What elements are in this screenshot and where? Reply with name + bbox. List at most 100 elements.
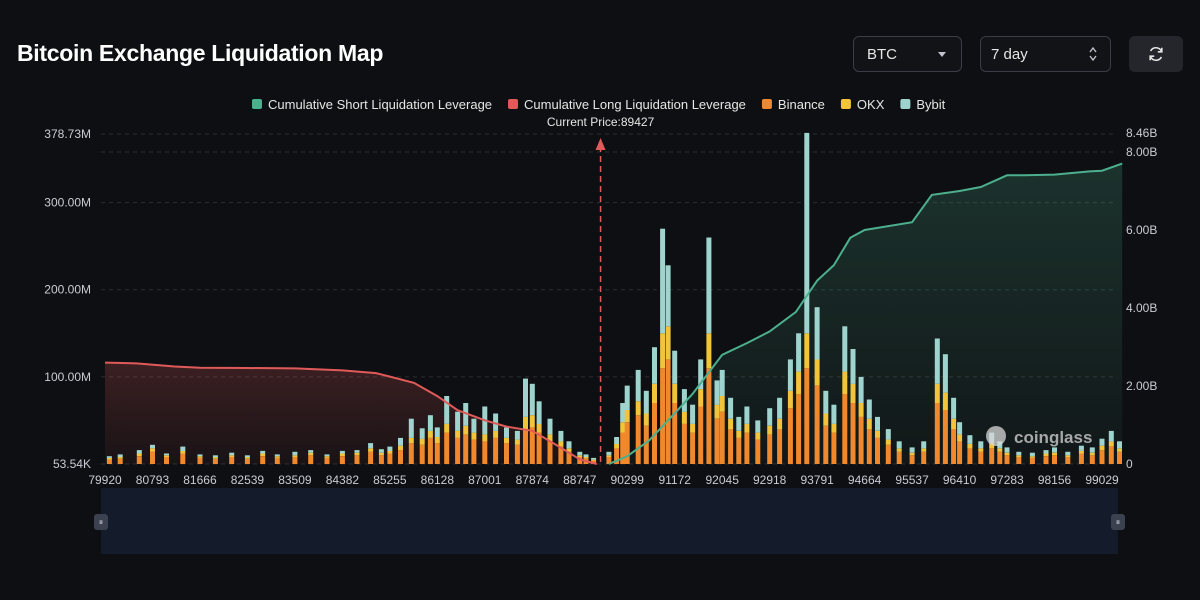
range-slider-right-handle[interactable]: ⏸ bbox=[1111, 514, 1125, 530]
bar-binance bbox=[767, 434, 773, 464]
bar-binance bbox=[850, 403, 856, 464]
right-axis-tick: 0 bbox=[1126, 457, 1133, 471]
bar-binance bbox=[197, 457, 203, 464]
left-axis-tick: 53.54K bbox=[53, 457, 91, 471]
bar-binance bbox=[558, 446, 564, 464]
bar-okx bbox=[850, 383, 856, 403]
bar-okx bbox=[706, 333, 712, 369]
period-select[interactable]: 7 day bbox=[980, 36, 1111, 72]
bar-binance bbox=[921, 451, 927, 464]
bar-binance bbox=[1065, 457, 1071, 464]
bar-bybit bbox=[1078, 445, 1084, 451]
bar-bybit bbox=[180, 446, 186, 451]
bar-okx bbox=[796, 371, 802, 395]
bar-okx bbox=[672, 383, 678, 403]
right-axis-tick: 2.00B bbox=[1126, 379, 1157, 393]
bar-binance bbox=[292, 457, 298, 464]
bar-okx bbox=[620, 422, 626, 433]
bar-okx bbox=[408, 437, 414, 444]
bar-binance bbox=[398, 450, 403, 464]
bar-okx bbox=[1004, 452, 1010, 456]
bar-bybit bbox=[909, 447, 915, 453]
bar-binance bbox=[1052, 455, 1057, 464]
bar-bybit bbox=[427, 415, 433, 431]
bar-okx bbox=[419, 438, 425, 445]
bar-bybit bbox=[493, 413, 499, 431]
watermark: coinglass bbox=[986, 426, 1092, 447]
range-slider-track[interactable] bbox=[101, 488, 1118, 554]
bar-bybit bbox=[967, 435, 973, 444]
bar-binance bbox=[180, 453, 186, 464]
bar-binance bbox=[308, 455, 314, 464]
bar-bybit bbox=[652, 347, 657, 384]
bar-okx bbox=[767, 425, 773, 435]
bar-okx bbox=[482, 434, 488, 442]
bar-bybit bbox=[1099, 438, 1105, 446]
bar-okx bbox=[951, 418, 957, 430]
bar-binance bbox=[1099, 450, 1105, 464]
bar-bybit bbox=[978, 441, 984, 449]
bar-binance bbox=[620, 432, 626, 464]
bar-okx bbox=[292, 455, 298, 457]
bar-binance bbox=[635, 415, 641, 464]
bar-bybit bbox=[577, 451, 583, 456]
bar-binance bbox=[274, 457, 280, 464]
bar-binance bbox=[482, 441, 488, 464]
bar-bybit bbox=[514, 430, 520, 440]
refresh-button[interactable] bbox=[1129, 36, 1183, 72]
bar-okx bbox=[896, 448, 902, 452]
chevron-down-icon bbox=[938, 52, 946, 57]
bar-binance bbox=[150, 451, 155, 464]
bar-okx bbox=[455, 430, 461, 438]
bar-bybit bbox=[624, 385, 630, 410]
bar-okx bbox=[643, 413, 649, 426]
bar-bybit bbox=[354, 450, 360, 453]
bar-okx bbox=[324, 456, 330, 458]
left-axis-tick: 300.00M bbox=[44, 196, 91, 210]
range-slider-left-handle[interactable]: ⏸ bbox=[94, 514, 108, 530]
bar-binance bbox=[387, 453, 393, 464]
bar-okx bbox=[942, 392, 948, 410]
bar-binance bbox=[690, 432, 696, 464]
bar-okx bbox=[755, 432, 761, 440]
bar-bybit bbox=[823, 390, 829, 414]
bar-bybit bbox=[672, 350, 678, 384]
legend-label: Binance bbox=[778, 97, 825, 112]
bar-binance bbox=[997, 451, 1003, 464]
bar-binance bbox=[714, 418, 720, 464]
bar-okx bbox=[967, 444, 973, 449]
bar-okx bbox=[1043, 453, 1049, 457]
bar-bybit bbox=[643, 390, 649, 414]
bar-bybit bbox=[339, 450, 345, 454]
bar-binance bbox=[378, 455, 384, 464]
bar-bybit bbox=[164, 453, 169, 456]
bar-bybit bbox=[529, 383, 535, 416]
symbol-select[interactable]: BTC bbox=[853, 36, 962, 72]
current-price-label: Current Price:89427 bbox=[547, 115, 655, 129]
bar-binance bbox=[989, 448, 995, 464]
bar-okx bbox=[823, 413, 829, 426]
bar-binance bbox=[681, 423, 687, 464]
bar-bybit bbox=[875, 416, 880, 431]
bar-okx bbox=[875, 430, 880, 438]
bar-bybit bbox=[308, 450, 314, 453]
watermark-text: coinglass bbox=[1014, 428, 1092, 447]
x-axis-tick: 98156 bbox=[1038, 473, 1072, 487]
bar-okx bbox=[624, 410, 630, 423]
bar-okx bbox=[1029, 456, 1035, 458]
bar-bybit bbox=[419, 428, 425, 439]
bar-bybit bbox=[606, 451, 612, 456]
bar-binance bbox=[1016, 457, 1022, 464]
bar-binance bbox=[1108, 446, 1114, 464]
bar-binance bbox=[164, 457, 169, 464]
left-axis-tick: 200.00M bbox=[44, 283, 91, 297]
bar-binance bbox=[434, 443, 440, 464]
bar-binance bbox=[1004, 455, 1010, 464]
bar-bybit bbox=[547, 418, 553, 435]
bar-okx bbox=[997, 448, 1003, 452]
bar-okx bbox=[978, 448, 984, 452]
bar-okx bbox=[690, 423, 696, 433]
bar-okx bbox=[583, 457, 589, 459]
bar-okx bbox=[606, 455, 612, 457]
x-axis-tick: 99029 bbox=[1085, 473, 1119, 487]
